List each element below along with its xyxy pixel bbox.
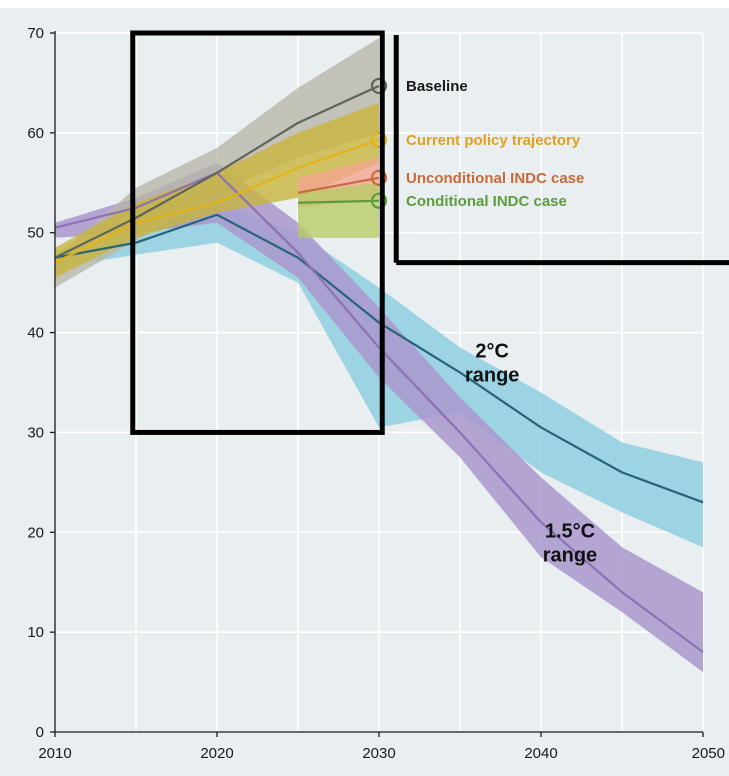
highlight-layer xyxy=(130,30,729,435)
series-line-baseline xyxy=(54,84,380,259)
y-tick-label: 70 xyxy=(27,25,44,42)
range-bands-layer xyxy=(55,37,703,673)
endpoint-marker-conditional xyxy=(370,192,388,209)
y-tick-label: 40 xyxy=(27,325,44,342)
legend-layer: Baseline Current policy trajectory Uncondi… xyxy=(406,78,584,210)
range-label-one-five-deg: range xyxy=(543,544,597,566)
series-lines-layer xyxy=(54,84,704,653)
series-line-conditional xyxy=(297,199,380,204)
endpoint-marker-unconditional xyxy=(370,169,388,186)
range-label-two-deg: range xyxy=(465,365,519,387)
series-line-two-deg xyxy=(54,213,704,504)
endpoint-marker-baseline xyxy=(370,77,388,95)
legend-label-baseline: Baseline xyxy=(406,78,468,95)
series-line-current-policy xyxy=(54,138,380,264)
range-label-one-five-deg: 1.5°C xyxy=(545,520,595,542)
y-tick-label: 60 xyxy=(27,125,44,142)
range-label-two-deg: 2°C xyxy=(475,341,509,363)
y-tick-label: 30 xyxy=(27,424,44,441)
band-current-policy xyxy=(55,102,379,278)
y-tick-label: 0 xyxy=(36,724,44,741)
highlight-box xyxy=(130,30,385,435)
x-tick-label: 2030 xyxy=(362,745,395,762)
band-conditional xyxy=(298,182,379,238)
legend-label-current-policy: Current policy trajectory xyxy=(406,132,581,149)
band-one-five-deg xyxy=(55,162,703,673)
x-tick-label: 2050 xyxy=(692,745,725,762)
axes-layer xyxy=(50,31,704,737)
legend-label-unconditional: Unconditional INDC case xyxy=(406,170,584,187)
endpoint-marker-current-policy xyxy=(370,131,388,148)
legend-label-conditional: Conditional INDC case xyxy=(406,193,567,210)
x-tick-label: 2040 xyxy=(524,745,557,762)
series-line-unconditional xyxy=(297,176,380,194)
endpoint-markers-layer xyxy=(370,77,388,209)
x-tick-label: 2020 xyxy=(200,745,233,762)
y-tick-label: 20 xyxy=(27,524,44,541)
y-tick-label: 10 xyxy=(27,624,44,641)
x-tick-label: 2010 xyxy=(38,745,71,762)
y-tick-label: 50 xyxy=(27,225,44,242)
series-line-one-five-deg xyxy=(54,171,704,653)
